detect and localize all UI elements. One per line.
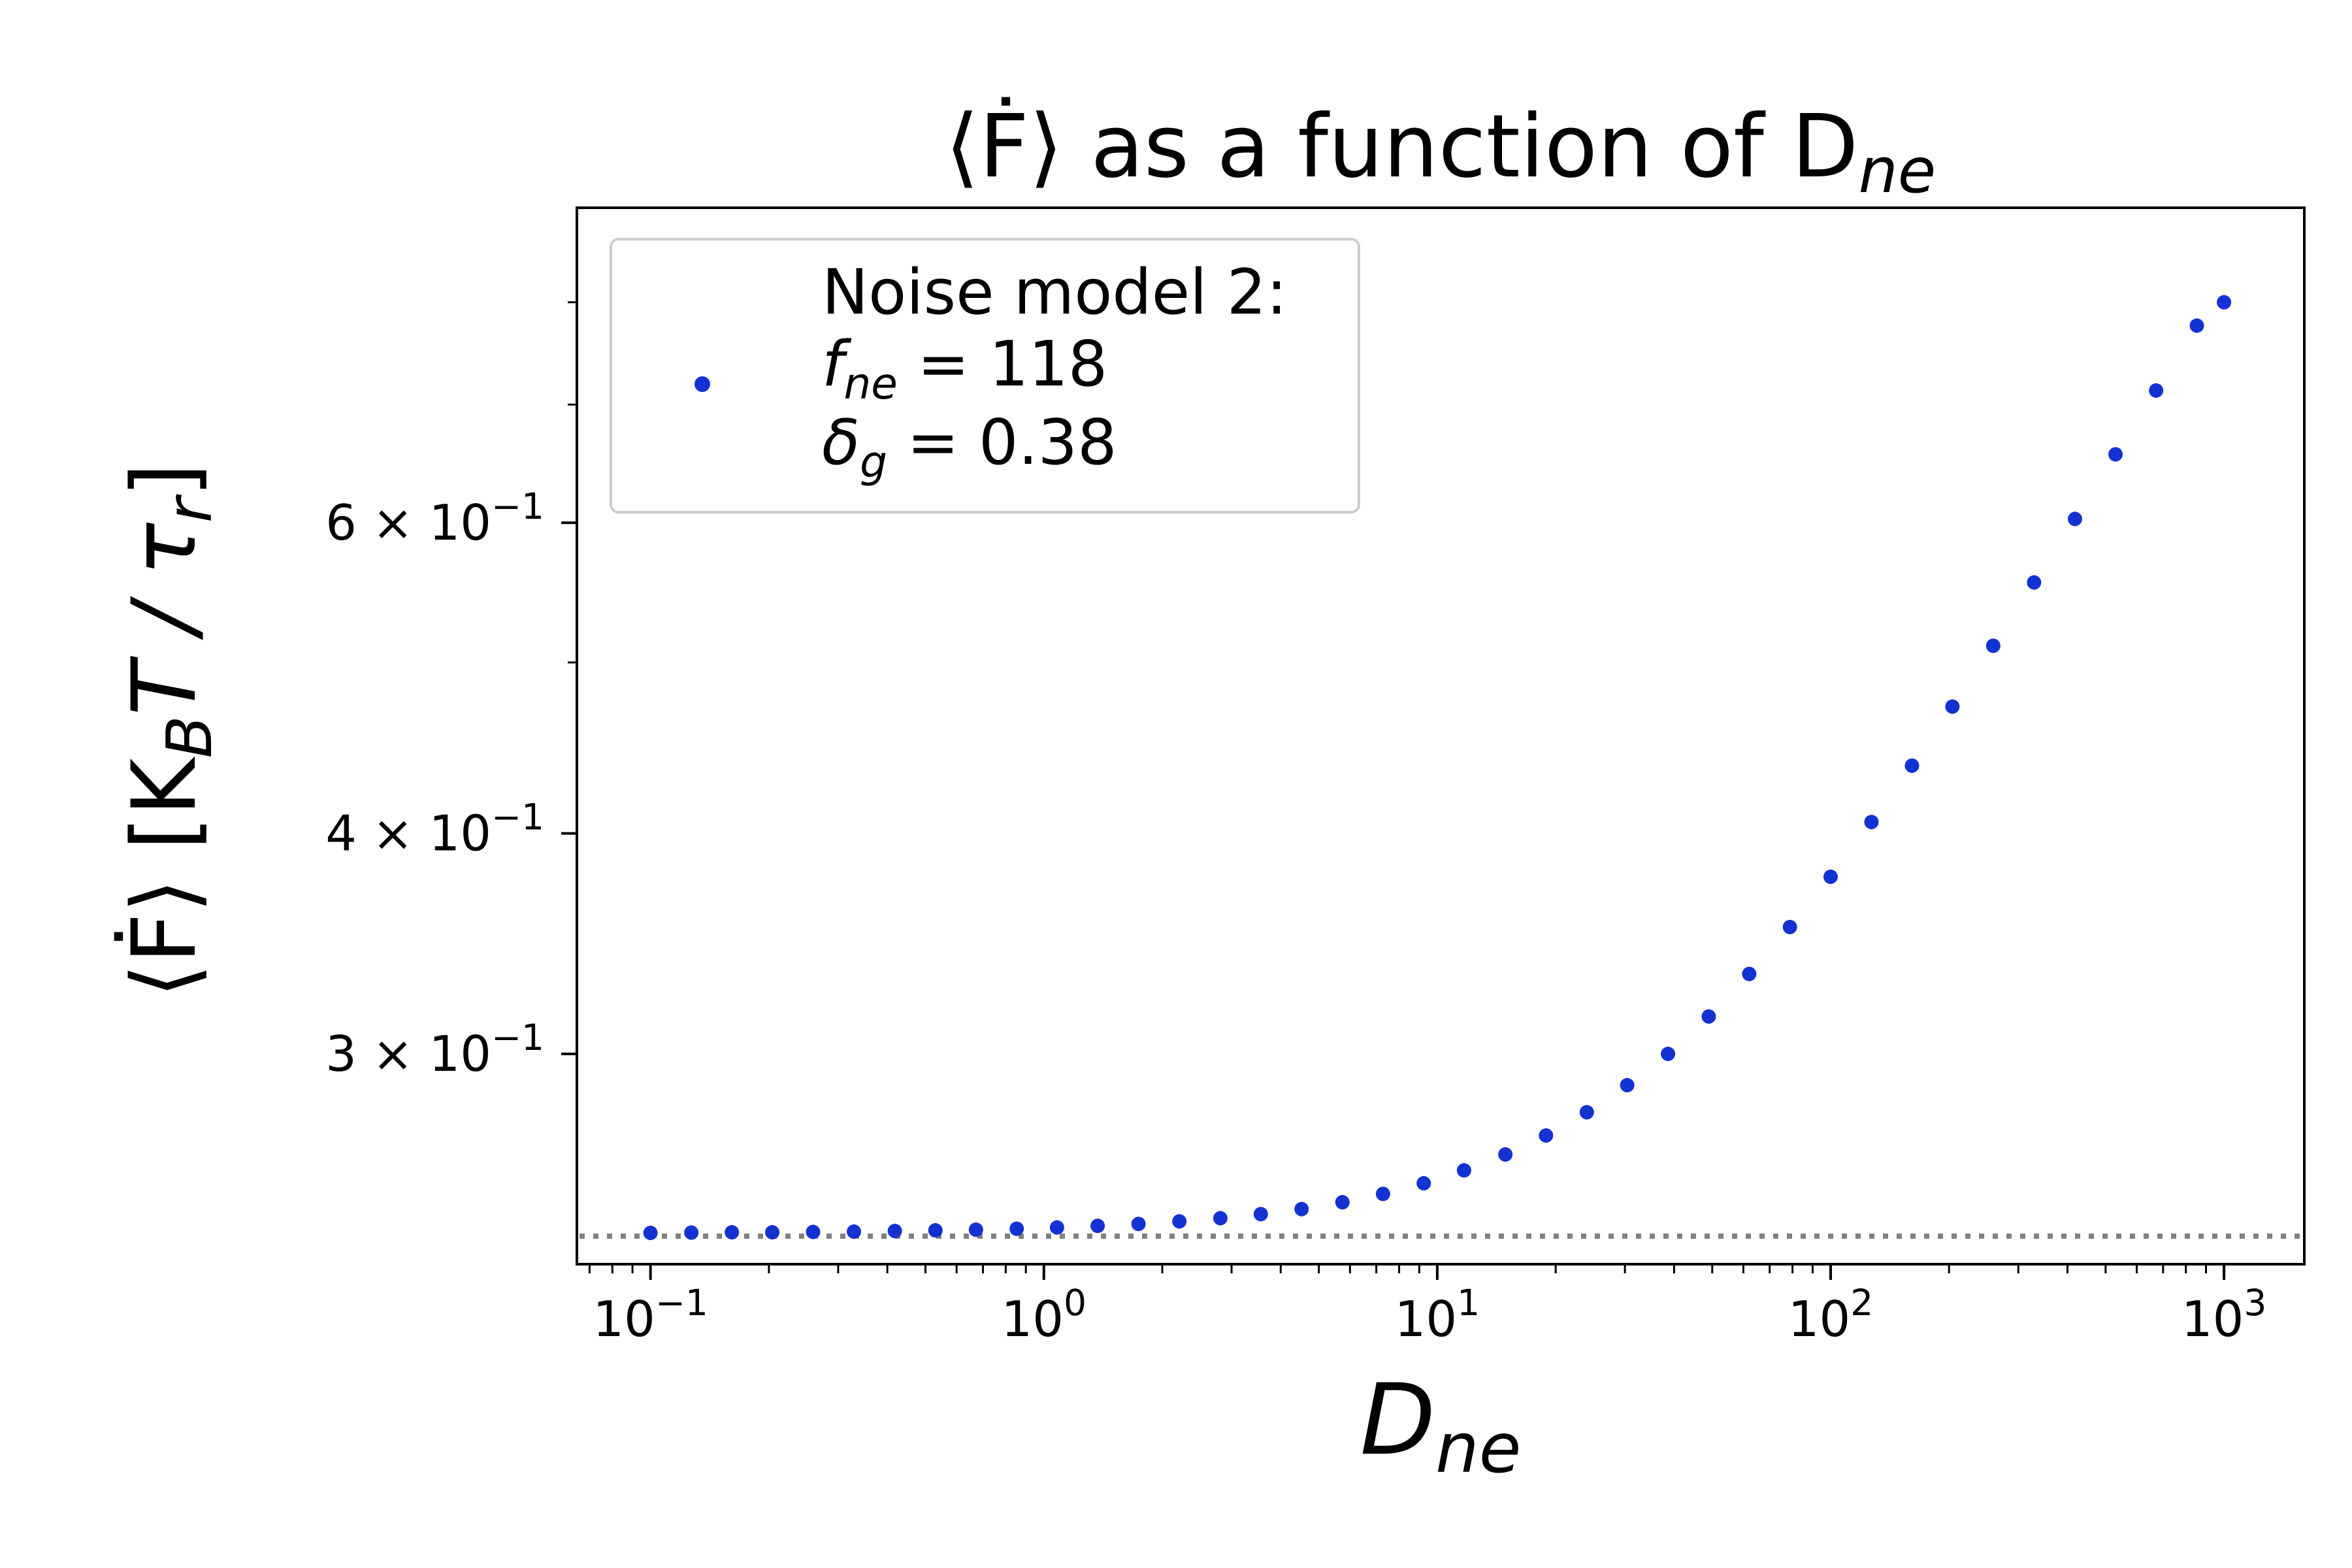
y-axis-label: ⟨Ḟ⟩ [KBT / τr] bbox=[113, 463, 226, 998]
x-tick-label: 10−1 bbox=[593, 1282, 708, 1348]
legend-delta-sub: g bbox=[860, 437, 887, 487]
x-tick-label-exp: 1 bbox=[1457, 1282, 1480, 1324]
data-point bbox=[1253, 1207, 1268, 1222]
data-point bbox=[928, 1223, 943, 1238]
data-point bbox=[1294, 1201, 1309, 1217]
x-tick-label: 102 bbox=[1788, 1282, 1873, 1348]
data-point bbox=[1579, 1105, 1594, 1120]
y-tick-label: 3 × 10−1 bbox=[325, 1017, 544, 1083]
data-point bbox=[2149, 383, 2164, 398]
x-tick-label: 103 bbox=[2181, 1282, 2266, 1348]
data-point bbox=[1009, 1221, 1024, 1236]
data-point bbox=[1213, 1211, 1228, 1226]
data-point bbox=[643, 1226, 658, 1241]
y-axis-label-part2: T / τ bbox=[113, 522, 216, 715]
data-point bbox=[1416, 1176, 1431, 1191]
data-point bbox=[1375, 1186, 1390, 1201]
x-tick-label: 101 bbox=[1395, 1282, 1480, 1348]
x-tick-label-base: 10 bbox=[1002, 1290, 1064, 1348]
data-point bbox=[1090, 1218, 1105, 1233]
y-tick-label-mantissa: 6 × 10 bbox=[325, 494, 491, 551]
data-point bbox=[1172, 1214, 1187, 1229]
data-point bbox=[1823, 870, 1838, 885]
data-point bbox=[684, 1225, 699, 1240]
x-axis-label-sub: ne bbox=[1435, 1409, 1521, 1488]
data-point bbox=[1742, 966, 1757, 981]
y-tick-label: 4 × 10−1 bbox=[325, 796, 544, 862]
data-point bbox=[2108, 447, 2123, 462]
x-tick-label-exp: −1 bbox=[655, 1282, 708, 1324]
data-point bbox=[1985, 638, 2001, 653]
data-point bbox=[847, 1224, 862, 1239]
legend: Noise model 2: fne = 118 δg = 0.38 bbox=[610, 238, 1360, 514]
y-axis-label-sub2: r bbox=[154, 494, 226, 523]
legend-fne-value: = 118 bbox=[898, 329, 1107, 400]
data-point bbox=[1498, 1147, 1513, 1162]
data-point bbox=[1945, 699, 1960, 714]
data-point bbox=[1335, 1195, 1350, 1210]
y-tick-label-exp: −1 bbox=[491, 485, 544, 527]
y-tick-label-mantissa: 3 × 10 bbox=[325, 1025, 491, 1083]
legend-line-3: δg = 0.38 bbox=[822, 407, 1117, 487]
x-tick-label-exp: 0 bbox=[1064, 1282, 1086, 1324]
data-point bbox=[1456, 1163, 1471, 1178]
legend-fne-sub: ne bbox=[843, 359, 897, 409]
x-tick-label-base: 10 bbox=[1395, 1290, 1457, 1348]
x-tick-label-exp: 3 bbox=[2244, 1282, 2266, 1324]
data-point bbox=[1049, 1220, 1064, 1235]
data-point bbox=[1782, 919, 1797, 934]
y-axis-label-sub1: B bbox=[154, 715, 226, 758]
data-point bbox=[765, 1225, 780, 1240]
data-point bbox=[725, 1225, 740, 1240]
x-axis-label: Dne bbox=[1360, 1364, 1522, 1488]
x-tick-label-base: 10 bbox=[593, 1290, 655, 1348]
legend-delta-symbol: δ bbox=[822, 407, 860, 479]
x-tick-label: 100 bbox=[1002, 1282, 1086, 1348]
data-point bbox=[1620, 1077, 1635, 1092]
data-point bbox=[2189, 318, 2204, 333]
chart-title: ⟨Ḟ⟩ as a function of Dne bbox=[945, 96, 1936, 207]
data-point bbox=[1904, 758, 1919, 773]
data-point bbox=[887, 1224, 902, 1239]
legend-line-1: Noise model 2: bbox=[822, 257, 1287, 329]
y-tick-label: 6 × 10−1 bbox=[325, 485, 544, 551]
data-point bbox=[1131, 1217, 1146, 1232]
data-points bbox=[643, 295, 2232, 1241]
plot-area-frame bbox=[576, 206, 2306, 1266]
y-axis-label-end: ] bbox=[113, 463, 216, 497]
legend-box bbox=[610, 238, 1360, 514]
legend-marker bbox=[694, 376, 710, 392]
x-axis-label-main: D bbox=[1360, 1364, 1436, 1477]
y-tick-label-exp: −1 bbox=[491, 796, 544, 838]
legend-line-2: fne = 118 bbox=[822, 329, 1107, 409]
data-point bbox=[1864, 815, 1879, 830]
chart-title-main: ⟨Ḟ⟩ as a function of D bbox=[945, 96, 1859, 197]
x-tick-label-base: 10 bbox=[2181, 1290, 2244, 1348]
y-tick-label-exp: −1 bbox=[491, 1017, 544, 1058]
y-axis-label-part1: ⟨Ḟ⟩ [K bbox=[113, 756, 216, 998]
data-point bbox=[1661, 1047, 1676, 1062]
data-point bbox=[2217, 295, 2232, 310]
data-point bbox=[2068, 512, 2083, 527]
x-tick-label-base: 10 bbox=[1788, 1290, 1850, 1348]
chart-title-sub: ne bbox=[1859, 135, 1936, 207]
x-axis-ticks: 10−1 100 101 102 103 bbox=[588, 1264, 2266, 1348]
legend-delta-value: = 0.38 bbox=[887, 407, 1117, 479]
y-tick-label-mantissa: 4 × 10 bbox=[325, 805, 491, 862]
data-point bbox=[968, 1222, 983, 1237]
x-tick-label-exp: 2 bbox=[1850, 1282, 1873, 1324]
data-point bbox=[806, 1224, 821, 1239]
data-point bbox=[1701, 1009, 1716, 1024]
y-axis-ticks: 3 × 10−14 × 10−16 × 10−1 bbox=[325, 301, 577, 1083]
data-point bbox=[2027, 575, 2042, 590]
data-point bbox=[1539, 1128, 1554, 1143]
